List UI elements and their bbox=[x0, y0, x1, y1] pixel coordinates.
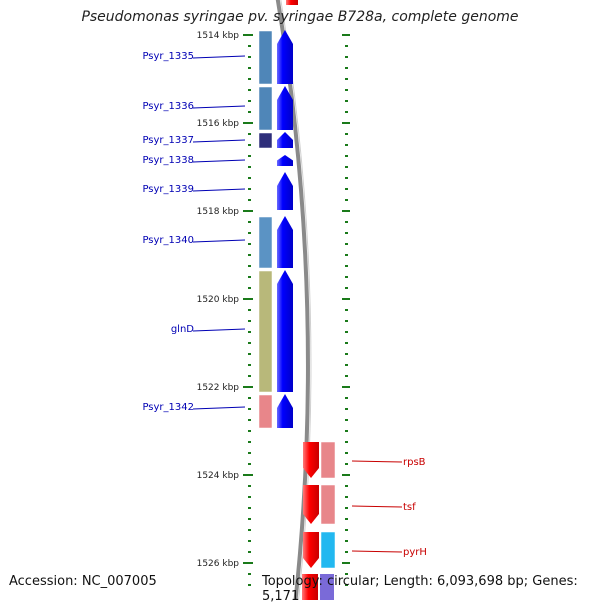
gene-label-line bbox=[192, 328, 246, 332]
cog-block bbox=[258, 394, 273, 429]
forward-cds-arrow bbox=[277, 216, 293, 268]
gene-label-line bbox=[351, 505, 403, 508]
reverse-cds-arrow-partial bbox=[302, 574, 318, 600]
cog-block bbox=[320, 441, 336, 479]
reverse-cds-arrow bbox=[303, 532, 319, 568]
gene-label-line bbox=[192, 139, 246, 143]
scale-label: 1524 kbp bbox=[197, 471, 240, 481]
gene-label: Psyr_1338 bbox=[142, 155, 194, 166]
gene-label: glnD bbox=[171, 324, 194, 335]
reverse-cds-arrow bbox=[303, 485, 319, 524]
cog-block bbox=[258, 30, 273, 85]
forward-cds-arrow bbox=[277, 86, 293, 130]
scale-label: 1514 kbp bbox=[197, 31, 240, 41]
scale-label: 1522 kbp bbox=[197, 383, 240, 393]
gene-label: Psyr_1337 bbox=[142, 135, 194, 146]
forward-cds-arrow bbox=[277, 155, 293, 166]
forward-cds-arrow bbox=[277, 394, 293, 428]
gene-label-line bbox=[192, 406, 246, 410]
gene-label-line bbox=[192, 105, 246, 109]
forward-cds-arrow bbox=[277, 30, 293, 84]
gene-label-line bbox=[192, 188, 246, 192]
scale-label: 1516 kbp bbox=[197, 119, 240, 129]
forward-cds-arrow bbox=[277, 172, 293, 210]
gene-label: pyrH bbox=[403, 547, 427, 558]
scale-label: 1520 kbp bbox=[197, 295, 240, 305]
cog-block bbox=[258, 132, 273, 149]
cog-block bbox=[258, 270, 273, 393]
forward-cds-arrow bbox=[277, 270, 293, 392]
cog-block bbox=[320, 484, 336, 525]
scale-label: 1518 kbp bbox=[197, 207, 240, 217]
cog-block bbox=[258, 86, 273, 131]
gene-label-line bbox=[192, 55, 246, 59]
gene-label: Psyr_1342 bbox=[142, 402, 194, 413]
cog-block-partial bbox=[320, 574, 334, 600]
gene-label: Psyr_1340 bbox=[142, 235, 194, 246]
gene-label: Psyr_1339 bbox=[142, 184, 194, 195]
scale-label: 1526 kbp bbox=[197, 559, 240, 569]
gene-label: tsf bbox=[403, 502, 416, 513]
accession-label: Accession: NC_007005 bbox=[9, 574, 157, 589]
reverse-cds-arrow-partial bbox=[286, 0, 298, 5]
gene-label-line bbox=[192, 159, 246, 163]
gene-label: Psyr_1335 bbox=[142, 51, 194, 62]
reverse-cds-arrow bbox=[303, 442, 319, 478]
gene-label-line bbox=[351, 460, 403, 463]
gene-label-line bbox=[351, 550, 403, 553]
cog-block bbox=[320, 531, 336, 569]
forward-cds-arrow bbox=[277, 132, 293, 148]
gene-label-line bbox=[192, 239, 246, 243]
gene-label: Psyr_1336 bbox=[142, 101, 194, 112]
cog-block bbox=[258, 216, 273, 269]
map-title: Pseudomonas syringae pv. syringae B728a,… bbox=[81, 9, 519, 25]
gene-label: rpsB bbox=[403, 457, 426, 468]
